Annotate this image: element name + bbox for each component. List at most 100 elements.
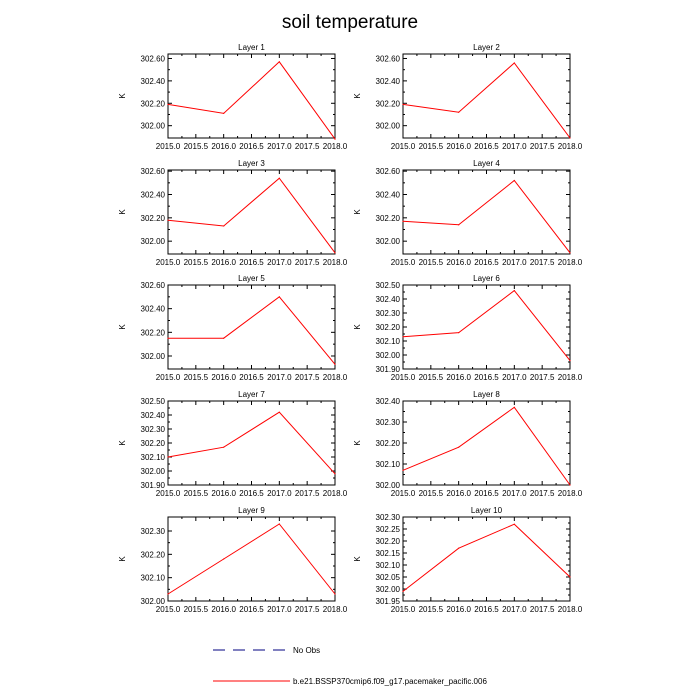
x-tick-label: 2016.0 xyxy=(446,142,471,151)
x-tick-label: 2017.0 xyxy=(267,605,292,614)
x-tick-label: 2017.0 xyxy=(502,489,527,498)
plot-frame xyxy=(167,284,336,370)
data-point xyxy=(569,576,571,578)
plot-frame xyxy=(167,53,336,139)
data-point xyxy=(278,177,280,179)
series-line xyxy=(167,177,336,254)
x-tick-label: 2015.0 xyxy=(391,142,416,151)
y-tick-label: 302.20 xyxy=(376,323,401,332)
data-point xyxy=(223,225,225,227)
x-tick-label: 2015.5 xyxy=(184,489,209,498)
y-axis-label: K xyxy=(118,209,127,215)
x-tick-label: 2015.0 xyxy=(156,605,181,614)
plot-frame xyxy=(402,53,571,139)
y-tick-label: 302.60 xyxy=(141,54,166,63)
panel-title: Layer 7 xyxy=(238,390,265,399)
data-point xyxy=(223,337,225,339)
series-line xyxy=(168,296,336,365)
x-tick-label: 2016.5 xyxy=(474,142,499,151)
series-line xyxy=(402,523,571,592)
x-tick-label: 2016.5 xyxy=(239,489,264,498)
data-point xyxy=(223,558,225,560)
x-tick-label: 2017.5 xyxy=(295,258,320,267)
x-tick-label: 2018.0 xyxy=(558,489,583,498)
data-point xyxy=(458,547,460,549)
data-point xyxy=(334,138,336,140)
y-tick-label: 302.50 xyxy=(376,281,401,290)
data-point xyxy=(278,411,280,413)
x-tick-label: 2017.5 xyxy=(530,605,555,614)
plot-frame xyxy=(167,516,336,602)
series-line xyxy=(167,523,336,595)
figure-title: soil temperature xyxy=(282,12,418,33)
series-line xyxy=(402,179,571,254)
y-tick-label: 302.10 xyxy=(376,561,401,570)
data-point xyxy=(223,112,225,114)
y-tick-label: 302.60 xyxy=(376,167,401,176)
y-axis-label: K xyxy=(353,209,362,215)
y-tick-label: 302.40 xyxy=(141,305,166,314)
x-tick-label: 2015.0 xyxy=(391,373,416,382)
y-axis-label: K xyxy=(353,93,362,99)
y-axis-label: K xyxy=(353,556,362,562)
y-tick-label: 302.60 xyxy=(376,54,401,63)
y-tick-label: 302.40 xyxy=(141,191,166,200)
x-tick-label: 2015.5 xyxy=(184,605,209,614)
plot-frame xyxy=(402,284,571,370)
x-tick-label: 2015.0 xyxy=(156,373,181,382)
x-tick-label: 2018.0 xyxy=(558,142,583,151)
data-point xyxy=(402,336,404,338)
data-point xyxy=(334,363,336,365)
y-tick-label: 302.00 xyxy=(376,481,401,490)
x-tick-label: 2016.5 xyxy=(474,489,499,498)
data-point xyxy=(513,62,515,64)
x-tick-label: 2016.0 xyxy=(211,489,236,498)
x-tick-label: 2017.5 xyxy=(295,489,320,498)
x-tick-label: 2017.0 xyxy=(267,489,292,498)
panel-title: Layer 6 xyxy=(473,274,500,283)
x-tick-label: 2016.0 xyxy=(211,373,236,382)
x-tick-label: 2015.0 xyxy=(391,605,416,614)
x-tick-label: 2017.0 xyxy=(267,373,292,382)
x-tick-label: 2016.5 xyxy=(474,605,499,614)
series-line xyxy=(402,406,571,486)
x-tick-label: 2015.5 xyxy=(184,258,209,267)
panel-title: Layer 4 xyxy=(473,159,500,168)
x-tick-label: 2016.0 xyxy=(211,258,236,267)
series-line xyxy=(402,289,571,361)
data-point xyxy=(569,137,571,139)
data-point xyxy=(278,61,280,63)
x-tick-label: 2017.5 xyxy=(530,258,555,267)
x-tick-label: 2018.0 xyxy=(323,258,348,267)
y-tick-label: 301.95 xyxy=(376,597,401,606)
y-tick-label: 302.40 xyxy=(141,77,166,86)
data-point xyxy=(458,111,460,113)
plot-frame xyxy=(167,169,336,255)
x-tick-label: 2018.0 xyxy=(558,605,583,614)
y-tick-label: 302.20 xyxy=(141,214,166,223)
plot-frame xyxy=(402,169,571,255)
data-point xyxy=(569,252,571,254)
y-tick-label: 302.20 xyxy=(141,99,166,108)
x-tick-label: 2016.0 xyxy=(446,489,471,498)
data-point xyxy=(167,219,169,221)
x-tick-label: 2016.5 xyxy=(239,142,264,151)
data-point xyxy=(167,593,169,595)
x-tick-label: 2017.0 xyxy=(502,142,527,151)
y-tick-label: 302.00 xyxy=(376,351,401,360)
y-tick-label: 302.20 xyxy=(376,214,401,223)
y-tick-label: 302.10 xyxy=(141,574,166,583)
data-point xyxy=(334,473,336,475)
data-point xyxy=(278,296,280,298)
x-tick-label: 2017.0 xyxy=(267,258,292,267)
y-tick-label: 302.10 xyxy=(376,460,401,469)
panel-title: Layer 2 xyxy=(473,43,500,52)
x-tick-label: 2018.0 xyxy=(323,605,348,614)
x-tick-label: 2015.5 xyxy=(184,373,209,382)
legend: No Obs b.e21.BSSP370cmip6.f09_g17.pacema… xyxy=(213,646,487,686)
data-point xyxy=(223,446,225,448)
data-point xyxy=(458,332,460,334)
